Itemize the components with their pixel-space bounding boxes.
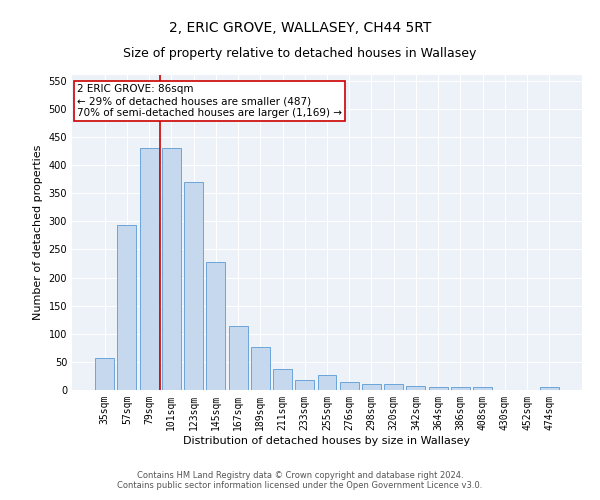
Bar <box>317 375 337 390</box>
Bar <box>362 384 381 390</box>
Bar <box>229 326 248 390</box>
Bar <box>251 346 270 390</box>
Text: Contains HM Land Registry data © Crown copyright and database right 2024.
Contai: Contains HM Land Registry data © Crown c… <box>118 470 482 490</box>
Bar <box>206 262 225 390</box>
Bar <box>295 380 314 390</box>
Bar <box>340 382 359 390</box>
Text: 2, ERIC GROVE, WALLASEY, CH44 5RT: 2, ERIC GROVE, WALLASEY, CH44 5RT <box>169 21 431 35</box>
Bar <box>406 386 425 390</box>
X-axis label: Distribution of detached houses by size in Wallasey: Distribution of detached houses by size … <box>184 436 470 446</box>
Bar <box>429 387 448 390</box>
Bar <box>451 387 470 390</box>
Text: 2 ERIC GROVE: 86sqm
← 29% of detached houses are smaller (487)
70% of semi-detac: 2 ERIC GROVE: 86sqm ← 29% of detached ho… <box>77 84 342 117</box>
Bar <box>118 225 136 390</box>
Y-axis label: Number of detached properties: Number of detached properties <box>33 145 43 320</box>
Bar <box>95 358 114 390</box>
Text: Size of property relative to detached houses in Wallasey: Size of property relative to detached ho… <box>124 47 476 60</box>
Bar <box>540 387 559 390</box>
Bar <box>473 387 492 390</box>
Bar <box>162 148 181 390</box>
Bar <box>384 384 403 390</box>
Bar <box>184 182 203 390</box>
Bar <box>140 148 158 390</box>
Bar <box>273 368 292 390</box>
